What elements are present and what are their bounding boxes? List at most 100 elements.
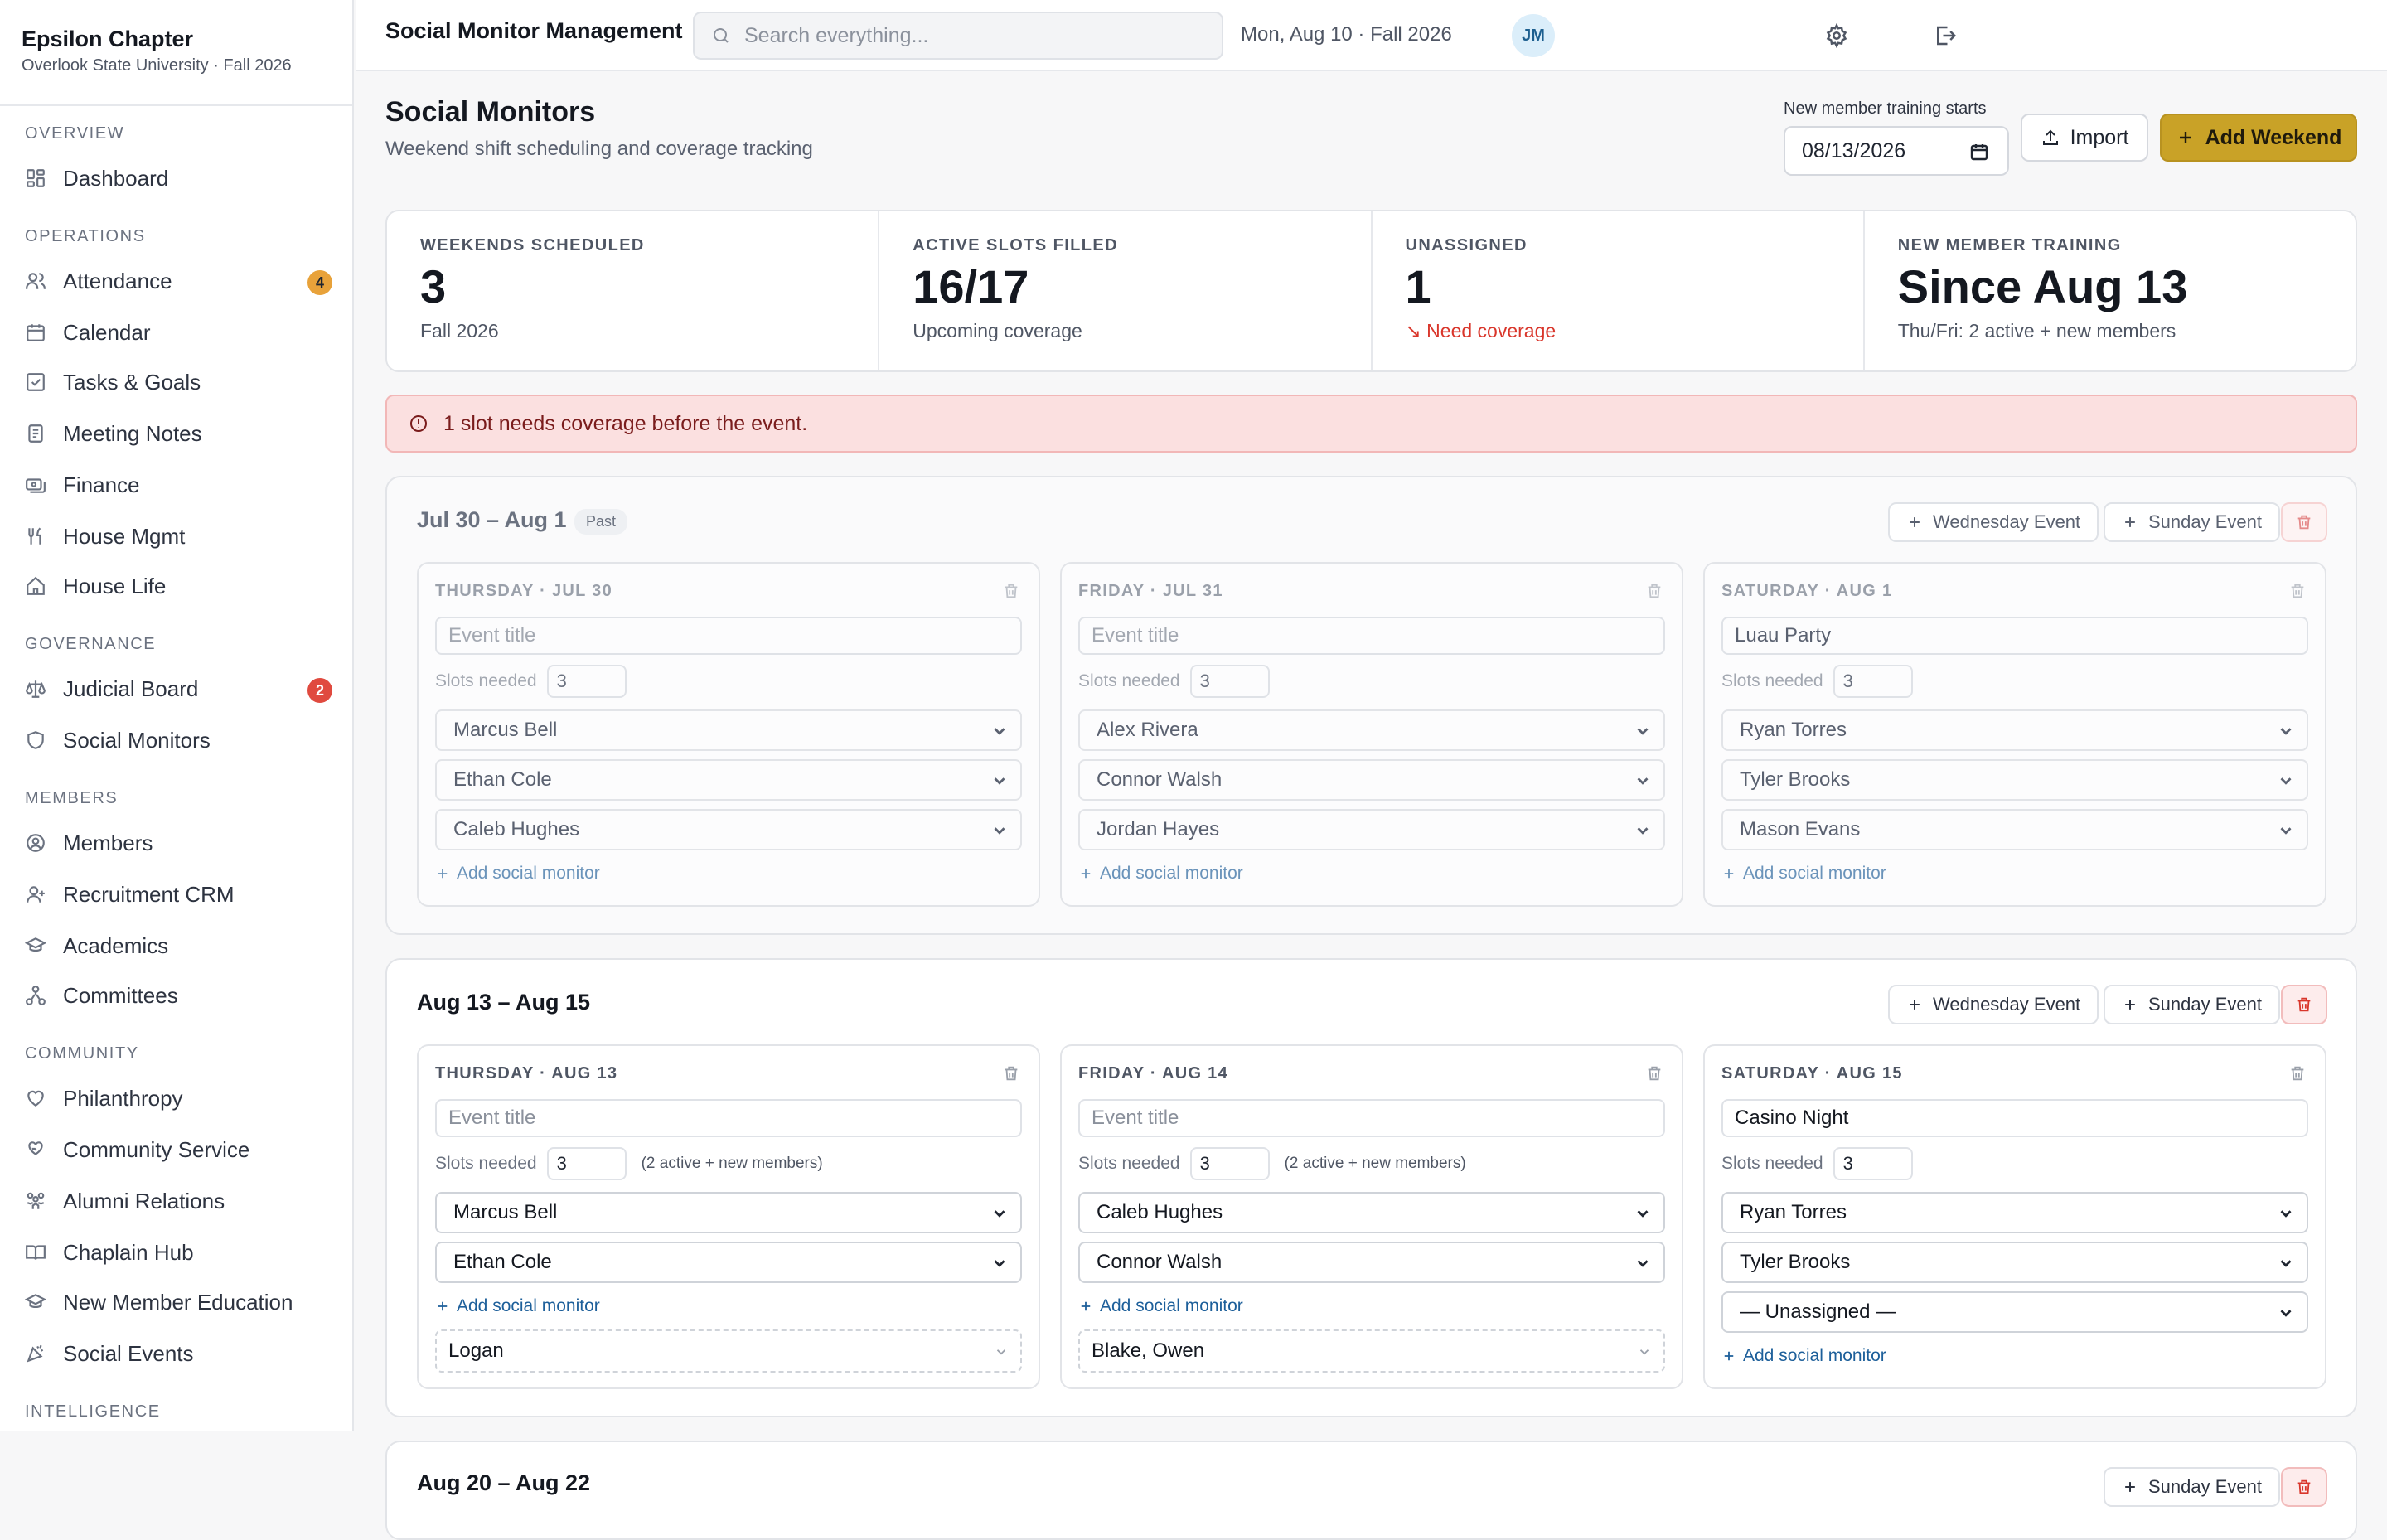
trash-icon[interactable] [2288,1064,2307,1082]
sidebar-item-new-member-education[interactable]: New Member Education [25,1281,332,1323]
search-input[interactable] [743,22,1190,49]
event-title-input[interactable]: Luau Party [1721,617,2308,655]
add-sunday-event-button[interactable]: Sunday Event [2104,502,2280,542]
add-weekend-button[interactable]: Add Weekend [2160,114,2357,162]
sidebar-item-committees[interactable]: Committees [25,975,332,1016]
sidebar-item-alumni[interactable]: Alumni Relations [25,1180,332,1222]
slots-row: Slots needed 3 [435,665,627,698]
monitor-select[interactable]: Connor Walsh [1078,759,1665,801]
stat-new-member-training: NEW MEMBER TRAINING Since Aug 13 Thu/Fri… [1865,211,2356,370]
monitor-select[interactable]: Marcus Bell [435,709,1022,751]
add-sunday-event-button[interactable]: Sunday Event [2104,985,2280,1024]
add-sunday-event-button[interactable]: Sunday Event [2104,1467,2280,1507]
monitor-select[interactable]: Ethan Cole [435,759,1022,801]
sidebar-item-attendance[interactable]: Attendance 4 [25,260,332,302]
monitor-select[interactable]: Alex Rivera [1078,709,1665,751]
trash-icon[interactable] [1645,582,1663,600]
add-wednesday-event-button[interactable]: Wednesday Event [1888,985,2099,1024]
sidebar-item-recruitment[interactable]: Recruitment CRM [25,874,332,915]
add-social-monitor-link[interactable]: Add social monitor [1078,864,1243,884]
day-card-friday: FRIDAY · JUL 31 Event title Slots needed… [1060,562,1683,907]
sidebar-item-social-monitors[interactable]: Social Monitors [25,719,332,761]
add-social-monitor-link[interactable]: Add social monitor [1721,1346,1886,1366]
trash-icon[interactable] [2288,582,2307,600]
calendar-icon [27,324,45,341]
chevron-down-icon [2280,1210,2292,1218]
monitor-select[interactable]: Ryan Torres [1721,1192,2308,1233]
add-social-monitor-link[interactable]: Add social monitor [435,864,600,884]
slots-label: Slots needed [1721,1154,1823,1173]
day-card-thursday: THURSDAY · AUG 13 Event title Slots need… [417,1044,1040,1389]
trash-icon[interactable] [1645,1064,1663,1082]
slots-input[interactable]: 3 [546,1147,627,1180]
sidebar-item-members[interactable]: Members [25,822,332,864]
search-box[interactable] [693,12,1223,60]
sidebar-item-finance[interactable]: Finance [25,464,332,506]
training-date-input[interactable]: 08/13/2026 [1784,126,2009,176]
event-title-input[interactable]: Event title [435,617,1022,655]
logout-icon[interactable] [1933,23,1958,48]
new-member-names: Logan [448,1339,504,1362]
sidebar-item-social-events[interactable]: Social Events [25,1333,332,1374]
link-label: Add social monitor [1743,864,1886,883]
monitor-select[interactable]: Ethan Cole [435,1242,1022,1283]
monitor-select[interactable]: Tyler Brooks [1721,1242,2308,1283]
sidebar-item-meeting-notes[interactable]: Meeting Notes [25,413,332,454]
monitor-select[interactable]: Jordan Hayes [1078,809,1665,850]
event-title-input[interactable]: Event title [435,1099,1022,1137]
slots-row: Slots needed 3 [1078,665,1270,698]
sidebar-item-community-service[interactable]: Community Service [25,1129,332,1170]
alert-text: 1 slot needs coverage before the event. [443,411,808,435]
sidebar-item-calendar[interactable]: Calendar [25,312,332,353]
import-button[interactable]: Import [2021,114,2148,162]
new-member-combobox[interactable]: Blake, Owen [1078,1329,1665,1373]
delete-weekend-button[interactable] [2281,502,2327,542]
brand: Epsilon Chapter Overlook State Universit… [0,0,352,106]
monitor-select[interactable]: Marcus Bell [435,1192,1022,1233]
sidebar-item-chaplain[interactable]: Chaplain Hub [25,1232,332,1273]
monitor-select[interactable]: Tyler Brooks [1721,759,2308,801]
add-social-monitor-link[interactable]: Add social monitor [1078,1296,1243,1316]
avatar[interactable]: JM [1512,14,1555,57]
add-wednesday-event-button[interactable]: Wednesday Event [1888,502,2099,542]
gear-icon[interactable] [1824,23,1849,48]
event-title-input[interactable]: Event title [1078,617,1665,655]
monitor-select-unassigned[interactable]: — Unassigned — [1721,1291,2308,1333]
calendar-icon[interactable] [1969,142,1989,162]
trash-icon[interactable] [1002,582,1020,600]
slots-input[interactable]: 3 [546,665,627,698]
chevron-down-icon [1637,1260,1649,1267]
slots-input[interactable]: 3 [1189,1147,1270,1180]
slots-label: Slots needed [1078,1154,1180,1173]
alert-circle-icon [410,415,427,432]
slots-input[interactable]: 3 [1833,1147,1913,1180]
monitor-select[interactable]: Connor Walsh [1078,1242,1665,1283]
plus-icon [2179,132,2191,143]
day-card-saturday: SATURDAY · AUG 15 Casino Night Slots nee… [1703,1044,2326,1389]
event-title-input[interactable]: Event title [1078,1099,1665,1137]
sidebar-item-tasks[interactable]: Tasks & Goals [25,361,332,403]
slots-input[interactable]: 3 [1833,665,1913,698]
event-title-input[interactable]: Casino Night [1721,1099,2308,1137]
delete-weekend-button[interactable] [2281,1467,2327,1507]
trash-icon [2297,515,2311,530]
sidebar-item-judicial-board[interactable]: Judicial Board 2 [25,668,332,709]
sidebar-item-house-life[interactable]: House Life [25,565,332,607]
add-social-monitor-link[interactable]: Add social monitor [1721,864,1886,884]
monitor-select[interactable]: Caleb Hughes [1078,1192,1665,1233]
monitor-name: Caleb Hughes [1097,1201,1223,1223]
add-social-monitor-link[interactable]: Add social monitor [435,1296,600,1316]
delete-weekend-button[interactable] [2281,985,2327,1024]
monitor-select[interactable]: Caleb Hughes [435,809,1022,850]
new-member-combobox[interactable]: Logan [435,1329,1022,1373]
monitor-select[interactable]: Mason Evans [1721,809,2308,850]
sidebar-item-dashboard[interactable]: Dashboard [25,157,332,199]
sidebar-item-house-mgmt[interactable]: House Mgmt [25,516,332,557]
slots-input[interactable]: 3 [1189,665,1270,698]
monitor-name: Connor Walsh [1097,768,1223,791]
sidebar-item-philanthropy[interactable]: Philanthropy [25,1078,332,1119]
trash-icon[interactable] [1002,1064,1020,1082]
app-title: Social Monitor Management [385,18,683,43]
monitor-select[interactable]: Ryan Torres [1721,709,2308,751]
sidebar-item-academics[interactable]: Academics [25,925,332,966]
